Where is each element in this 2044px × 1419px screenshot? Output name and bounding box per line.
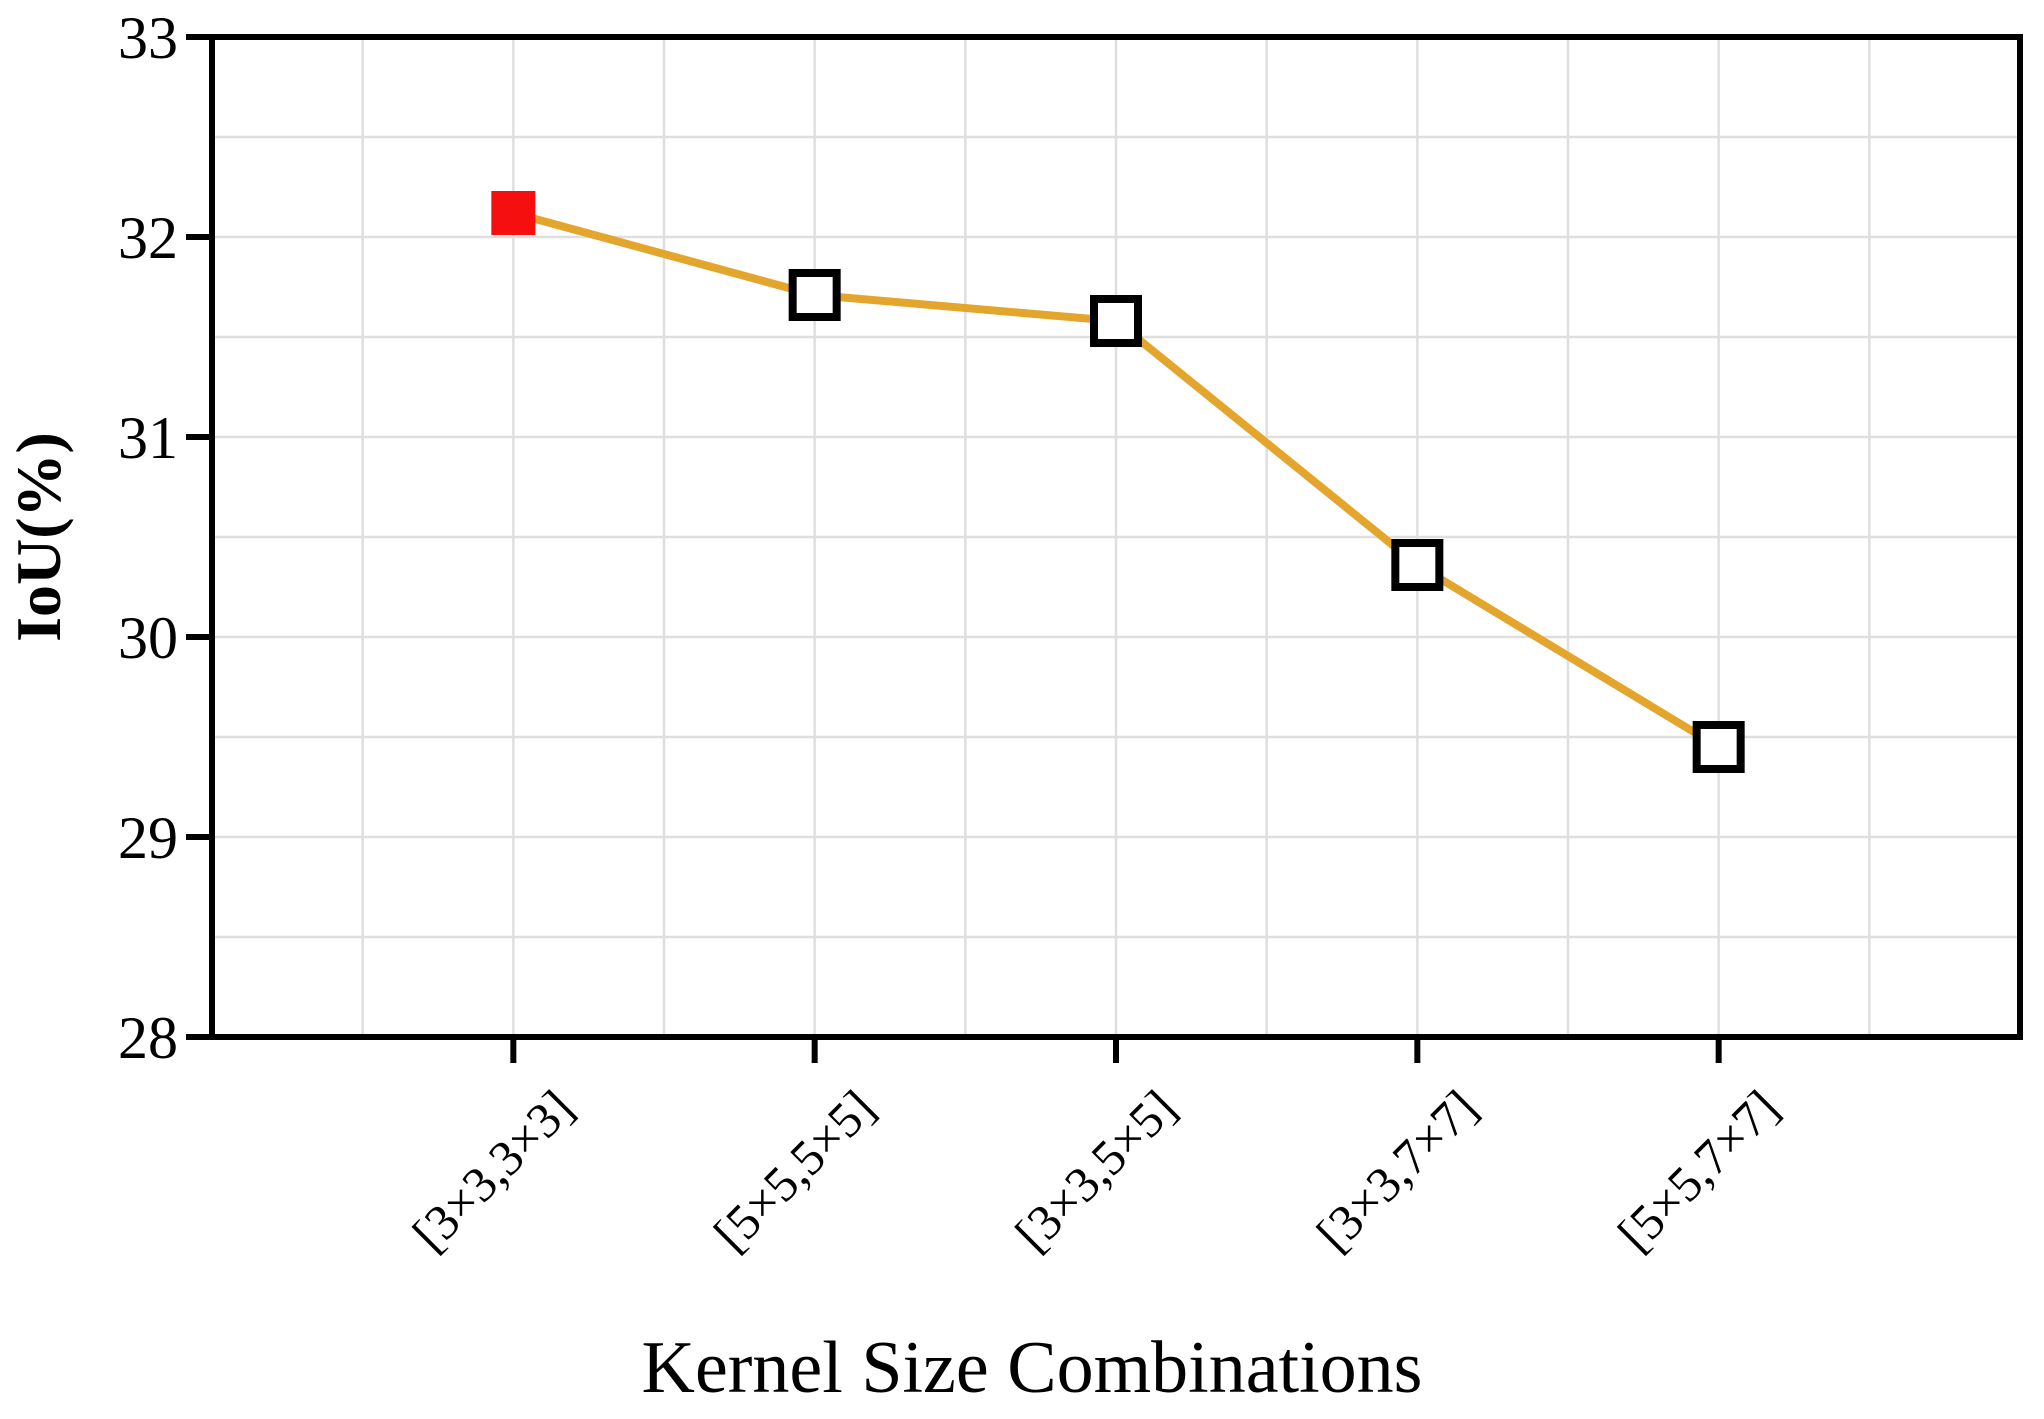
x-tick-label: [3×3,7×7] <box>1306 1079 1489 1262</box>
data-point-marker <box>1391 539 1444 591</box>
data-point-marker <box>1692 721 1745 773</box>
y-axis-title: IoU(%) <box>3 432 74 642</box>
y-tick-label: 33 <box>118 5 178 71</box>
x-axis-title: Kernel Size Combinations <box>642 1327 1423 1409</box>
y-tick-label: 28 <box>118 1005 178 1071</box>
axes-layer: 28 29 30 31 32 33 [3×3,3×3] [5×5,5×5] [3×3,5×5] [… <box>118 5 2023 1262</box>
data-point-marker-highlighted <box>491 191 536 235</box>
y-tick-label: 29 <box>118 805 178 871</box>
y-tick-label: 32 <box>118 205 178 271</box>
data-point-marker <box>788 269 841 321</box>
y-tick-label: 31 <box>118 405 178 471</box>
x-tick-label: [3×3,5×5] <box>1004 1079 1187 1262</box>
data-series-layer <box>491 191 1745 773</box>
y-tick-label: 30 <box>118 605 178 671</box>
data-point-marker <box>1090 295 1142 347</box>
x-tick-label: [5×5,7×7] <box>1607 1079 1790 1262</box>
gridlines-layer <box>212 37 2020 1037</box>
x-tick-label: [3×3,3×3] <box>402 1079 585 1262</box>
x-tick-label: [5×5,5×5] <box>703 1079 886 1262</box>
